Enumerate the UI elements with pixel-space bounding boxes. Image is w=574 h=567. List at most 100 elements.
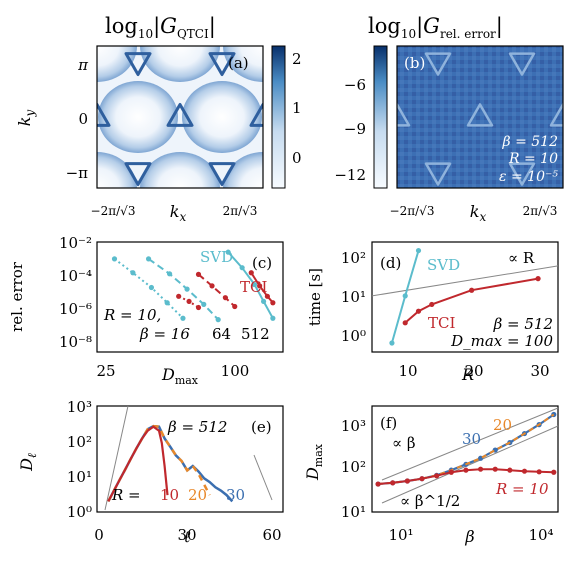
- e-guide-left: [104, 405, 129, 511]
- a-heatmap-blob: [140, 152, 220, 188]
- panel-d-label: (d): [380, 254, 401, 272]
- a-ytick-neg-pi: −π: [66, 164, 89, 182]
- c-xtick-100: 100: [221, 362, 250, 380]
- f-xtick-1: 10¹: [388, 526, 413, 544]
- b-heatmap-triangle: [424, 52, 452, 76]
- c-label-512: 512: [241, 325, 270, 343]
- c-label-tci: TCI: [240, 278, 267, 296]
- c-ytick-6: 10⁻⁶: [59, 300, 92, 318]
- c-ytick-8: 10⁻⁸: [59, 333, 92, 351]
- c-tci-512-line: [250, 272, 274, 304]
- c-label-beta: β = 16: [139, 325, 190, 343]
- c-tci-64-point: [222, 295, 229, 301]
- e-guide-right: [253, 454, 273, 501]
- d-label-tci: TCI: [428, 314, 455, 332]
- f-r10-point: [551, 469, 557, 475]
- panel-a-title: log10|GQTCI|: [105, 14, 216, 41]
- f-r10-point: [477, 466, 484, 472]
- c-ytick-2: 10⁻²: [59, 234, 92, 252]
- a-heatmap-triangle: [208, 162, 236, 187]
- d-xtick-10: 10: [398, 362, 417, 380]
- a-heatmap-triangle: [208, 52, 236, 77]
- a-cbar-tick-1: 1: [292, 99, 302, 117]
- c-svd-16-point: [148, 284, 155, 291]
- c-svd-512-point: [270, 315, 276, 321]
- b-annot-beta: β = 512: [502, 134, 559, 150]
- b-heatmap-triangle: [508, 162, 536, 186]
- d-label-dmax: D_max = 100: [450, 332, 553, 350]
- c-label-r: R = 10,: [103, 306, 161, 324]
- f-r10-point: [492, 466, 498, 472]
- b-cbar-tick-9: −9: [344, 120, 366, 138]
- c-svd-512-point: [239, 265, 245, 271]
- c-tci-16-point: [186, 298, 192, 305]
- d-svd-point: [402, 293, 408, 299]
- b-cbar-tick-12: −12: [334, 166, 366, 184]
- d-ylabel: time [s]: [306, 268, 324, 326]
- f-r10-point: [521, 468, 528, 474]
- b-heatmap-triangle: [549, 103, 563, 127]
- f-r10-point: [419, 476, 425, 482]
- f-r10-point: [448, 469, 454, 475]
- e-label-r: R =: [111, 486, 141, 504]
- b-colorbar: [373, 45, 388, 189]
- d-ytick-1: 10¹: [341, 288, 366, 306]
- f-r10-point: [390, 480, 396, 486]
- panel-b-title: log10|Grel. error|: [368, 14, 503, 41]
- panel-d: (d) SVD TCI ∝ R β = 512 D_max = 100 10² …: [306, 241, 559, 384]
- panel-f: (f) ∝ β ∝ β^1/2 20 30 R = 10 10³ 10² 10¹…: [303, 405, 559, 546]
- e-xtick-60: 60: [262, 526, 281, 544]
- d-svd-point: [389, 340, 395, 346]
- d-xtick-30: 30: [530, 362, 549, 380]
- b-heatmap-triangle: [424, 162, 452, 186]
- d-tci-point: [429, 301, 435, 308]
- d-ytick-2: 10²: [341, 249, 366, 267]
- f-guide-prop-beta: [381, 407, 559, 481]
- d-tci-point: [415, 308, 422, 314]
- e-xlabel: ℓ: [184, 527, 191, 546]
- c-tci-64-point: [209, 283, 215, 289]
- f-ylabel: Dmax: [303, 443, 325, 481]
- f-label-prop-beta: ∝ β: [392, 434, 416, 452]
- b-heatmap-triangle: [508, 52, 536, 76]
- panel-c-label: (c): [252, 254, 272, 272]
- e-ytick-2: 10²: [67, 433, 92, 451]
- d-label-beta: β = 512: [493, 315, 553, 333]
- c-ytick-4: 10⁻⁴: [59, 267, 92, 285]
- panel-f-label: (f): [380, 414, 397, 432]
- c-svd-64-point: [145, 256, 152, 262]
- b-xtick-neg: −2π/√3: [390, 204, 435, 218]
- c-tci-64-point: [232, 303, 238, 310]
- a-ytick-pi: π: [77, 56, 89, 74]
- f-xtick-4: 10⁴: [528, 526, 553, 544]
- a-heatmap-blob: [223, 152, 263, 188]
- a-cbar-tick-0: 0: [292, 149, 302, 167]
- f-label-prop-sqrt: ∝ β^1/2: [400, 492, 460, 510]
- c-svd-16-point: [180, 315, 186, 321]
- d-guide-prop-r: [371, 265, 559, 297]
- a-heatmap-triangle: [124, 162, 152, 187]
- d-tci-point: [535, 276, 541, 282]
- a-heatmap-triangle: [249, 102, 263, 127]
- a-heatmap-blob: [98, 81, 178, 153]
- c-tci-512-point: [257, 283, 263, 289]
- e-ytick-0: 10⁰: [67, 503, 92, 521]
- f-r10-point: [463, 467, 469, 473]
- a-ytick-0: 0: [78, 110, 88, 128]
- a-ylabel: ky: [15, 110, 37, 127]
- panel-c: (c) SVD TCI R = 10, β = 16 64 512 10⁻² 1…: [8, 234, 284, 387]
- a-heatmap-triangle: [166, 102, 194, 127]
- c-tci-64-point: [195, 271, 202, 277]
- a-cbar-tick-2: 2: [292, 50, 302, 68]
- panel-b: log10|Grel. error| −6 −9 −12 (b) β = 512…: [334, 14, 564, 224]
- e-xtick-0: 0: [94, 526, 104, 544]
- e-label-r20: 20: [188, 486, 207, 504]
- f-label-r30: 30: [462, 430, 481, 448]
- e-ytick-3: 10³: [67, 398, 92, 416]
- c-tci-512-point: [264, 293, 270, 299]
- f-r10-point: [375, 481, 381, 487]
- a-heatmap-triangle: [97, 102, 111, 127]
- b-xtick-pos: 2π/√3: [523, 204, 558, 218]
- e-xtick-30: 30: [177, 526, 196, 544]
